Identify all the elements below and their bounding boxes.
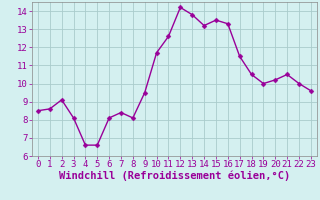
X-axis label: Windchill (Refroidissement éolien,°C): Windchill (Refroidissement éolien,°C): [59, 171, 290, 181]
